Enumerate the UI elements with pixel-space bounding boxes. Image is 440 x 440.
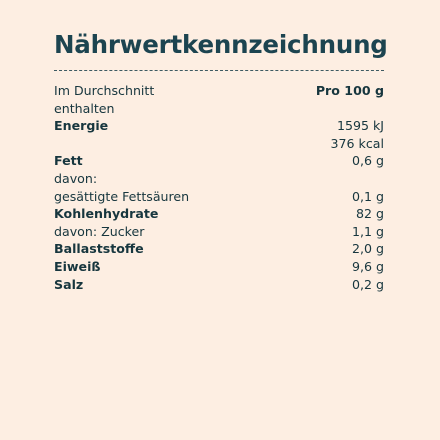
row-value: 0,1 g	[351, 188, 384, 204]
row-value: 376 kcal	[330, 135, 384, 151]
table-row-fat: Fett 0,6 g	[54, 152, 384, 170]
row-value: 0,2 g	[351, 276, 384, 292]
row-label: Kohlenhydrate	[54, 206, 159, 222]
table-row-salt: Salz 0,2 g	[54, 276, 384, 294]
table-row-energy: Energie 1595 kJ	[54, 117, 384, 135]
row-label: Energie	[54, 118, 109, 134]
header-column-per-100g: Pro 100 g	[315, 83, 384, 98]
row-label: davon:	[54, 170, 98, 186]
table-row-fibre: Ballaststoffe 2,0 g	[54, 240, 384, 258]
row-label: Salz	[54, 276, 84, 292]
row-label: Fett	[54, 153, 83, 169]
row-value: 2,0 g	[351, 241, 384, 257]
header-label-line2: enthalten	[54, 100, 115, 116]
nutrition-panel: Nährwertkennzeichnung Im Durchschnitt en…	[54, 28, 388, 293]
row-label: Ballaststoffe	[54, 241, 144, 257]
page-title: Nährwertkennzeichnung	[54, 30, 388, 59]
table-row-energy-kcal: 376 kcal	[54, 135, 384, 153]
table-row-saturated-fat: gesättigte Fettsäuren 0,1 g	[54, 188, 384, 206]
header-label-line1: Im Durchschnitt	[54, 83, 155, 98]
table-row-carbohydrates: Kohlenhydrate 82 g	[54, 205, 384, 223]
dashed-divider	[54, 70, 384, 71]
row-value: 9,6 g	[351, 258, 384, 274]
row-value	[273, 170, 384, 188]
table-header-row: Im Durchschnitt enthalten Pro 100 g	[54, 82, 384, 117]
row-value: 1,1 g	[351, 223, 384, 239]
row-label: davon: Zucker	[54, 223, 145, 239]
row-value: 1595 kJ	[336, 118, 384, 134]
row-label: Eiweiß	[54, 258, 101, 274]
row-label	[54, 135, 273, 153]
row-label: gesättigte Fettsäuren	[54, 188, 190, 204]
header-label: Im Durchschnitt enthalten	[54, 82, 273, 117]
table-row-fat-of-which: davon:	[54, 170, 384, 188]
nutrition-table: Im Durchschnitt enthalten Pro 100 g Ener…	[54, 82, 384, 293]
row-value: 0,6 g	[351, 153, 384, 169]
row-value: 82 g	[355, 206, 384, 222]
table-row-protein: Eiweiß 9,6 g	[54, 258, 384, 276]
table-row-sugar: davon: Zucker 1,1 g	[54, 223, 384, 241]
